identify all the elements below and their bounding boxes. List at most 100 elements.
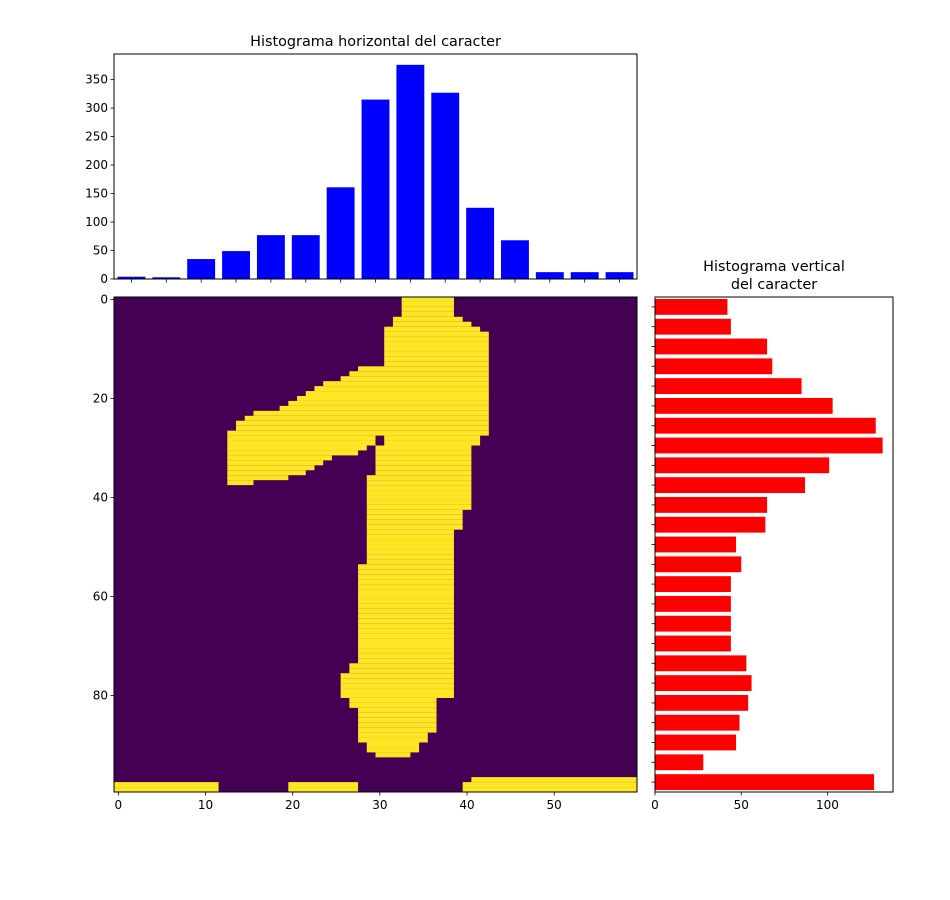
image-span	[375, 455, 472, 461]
bar	[655, 714, 740, 731]
image-span	[227, 430, 489, 436]
image-span	[340, 673, 454, 679]
x-tick-label: 10	[198, 798, 213, 812]
image-span	[401, 297, 454, 302]
image-span	[358, 732, 428, 738]
bar	[655, 318, 731, 335]
image-span	[366, 524, 463, 530]
bar	[655, 536, 737, 553]
bar	[117, 276, 146, 279]
image-span	[375, 445, 472, 451]
image-span	[227, 465, 315, 471]
image-span	[358, 712, 437, 718]
image-span	[366, 514, 463, 520]
bar	[655, 556, 742, 573]
image-span	[227, 460, 324, 466]
image-span	[384, 361, 489, 367]
image-span	[236, 420, 489, 426]
image-span	[227, 435, 376, 441]
bar	[655, 754, 704, 771]
image-span	[366, 539, 454, 545]
y-tick-label: 80	[93, 688, 108, 702]
image-span	[340, 683, 454, 689]
bar	[605, 272, 634, 279]
image-span	[358, 643, 454, 649]
bar	[655, 496, 768, 513]
image-span	[401, 301, 454, 307]
image-span	[462, 782, 637, 788]
x-tick-label: 50	[734, 798, 749, 812]
image-span	[384, 440, 481, 446]
x-tick-label: 20	[285, 798, 300, 812]
bar	[535, 272, 564, 279]
bar	[655, 615, 731, 632]
image-span	[244, 415, 489, 421]
image-span	[288, 782, 359, 788]
image-span	[366, 549, 454, 555]
image-span	[366, 475, 472, 481]
image-span	[366, 554, 454, 560]
bar	[655, 694, 749, 711]
x-tick-label: 40	[459, 798, 474, 812]
axes-frame	[654, 296, 894, 793]
image-span	[358, 564, 454, 570]
bar	[655, 516, 766, 533]
bar	[655, 338, 768, 355]
image-span	[384, 326, 481, 332]
image-span	[366, 544, 454, 550]
x-tick-label: 100	[816, 798, 839, 812]
y-tick-label: 50	[93, 244, 108, 258]
image-span	[358, 574, 454, 580]
image-span	[358, 737, 428, 743]
x-tick-label: 0	[115, 798, 123, 812]
bar	[655, 457, 830, 474]
y-tick-label: 0	[100, 292, 108, 306]
image-span	[358, 648, 454, 654]
image-span	[401, 306, 454, 312]
bar	[655, 437, 883, 454]
bar	[655, 655, 747, 672]
image-span	[358, 727, 437, 733]
y-tick-label: 250	[85, 130, 108, 144]
image-span	[358, 658, 454, 664]
image-span	[358, 707, 437, 713]
image-span	[375, 450, 472, 456]
y-tick-label: 40	[93, 490, 108, 504]
y-tick-label: 350	[85, 73, 108, 87]
image-span	[358, 579, 454, 585]
image-span	[384, 346, 489, 352]
bar	[655, 397, 833, 414]
x-tick-label: 0	[651, 798, 659, 812]
x-tick-label: 50	[547, 798, 562, 812]
image-span	[358, 722, 437, 728]
bar	[655, 417, 876, 434]
image-span	[384, 336, 489, 342]
image-span	[358, 717, 437, 723]
bar	[570, 272, 599, 279]
image-span	[358, 569, 454, 575]
bar	[152, 277, 181, 279]
axes-frame	[113, 53, 638, 280]
image-span	[227, 455, 332, 461]
bar	[291, 235, 320, 279]
image-span	[358, 638, 454, 644]
image-span	[375, 752, 411, 758]
image-span	[462, 787, 637, 792]
image-span	[375, 470, 472, 476]
image-span	[401, 311, 454, 317]
image-span	[340, 688, 454, 693]
image-span	[358, 594, 454, 599]
image-span	[384, 356, 489, 362]
image-span	[366, 519, 463, 525]
y-tick-label: 150	[85, 187, 108, 201]
image-span	[366, 509, 463, 515]
bar	[501, 240, 529, 279]
image-span	[358, 598, 454, 604]
bar	[326, 187, 355, 279]
image-span	[366, 495, 472, 500]
x-tick-label: 30	[372, 798, 387, 812]
image-span	[384, 331, 489, 337]
image-span	[366, 742, 420, 748]
